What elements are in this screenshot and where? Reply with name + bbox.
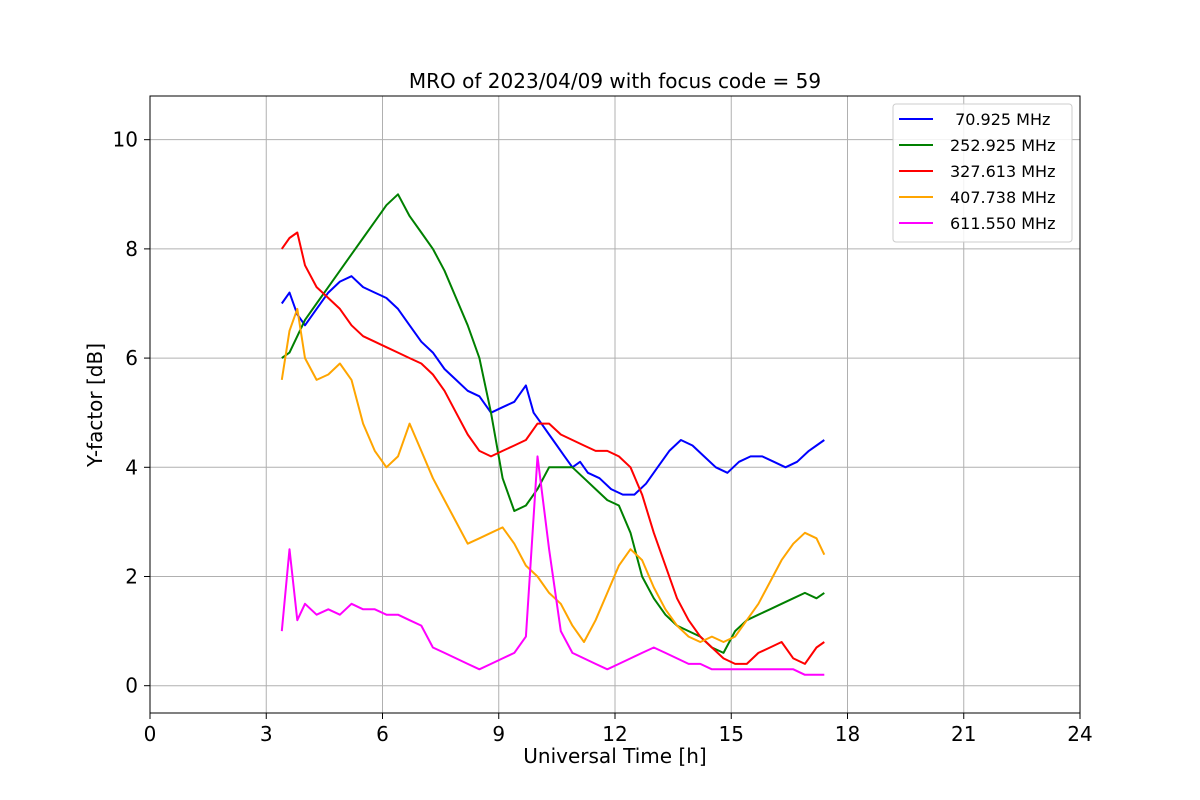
x-tick-label: 0 [144, 722, 157, 746]
legend-label: 327.613 MHz [950, 162, 1055, 181]
x-tick-label: 12 [602, 722, 627, 746]
series-line-2 [281, 193, 825, 654]
x-tick-label: 9 [492, 722, 505, 746]
legend-box [892, 103, 1073, 243]
y-tick-label: 2 [125, 564, 138, 588]
x-tick-label: 6 [376, 722, 389, 746]
series-line-5 [280, 455, 825, 676]
series-line-4 [280, 307, 826, 643]
y-tick-label: 8 [125, 237, 138, 261]
x-axis: 0 3 6 9 12 15 18 21 24 [144, 713, 1093, 746]
legend-label: 407.738 MHz [950, 188, 1055, 207]
legend-label: 252.925 MHz [950, 136, 1055, 155]
x-axis-label: Universal Time [h] [523, 744, 706, 768]
series-line-1 [280, 275, 825, 496]
y-axis: 0 2 4 6 8 10 [113, 128, 150, 698]
legend: 70.925 MHz 252.925 MHz 327.613 MHz 407.738 … [892, 103, 1073, 243]
y-tick-label: 10 [113, 128, 138, 152]
x-tick-label: 15 [719, 722, 744, 746]
chart-title: MRO of 2023/04/09 with focus code = 59 [409, 69, 821, 93]
y-axis-label: Y-factor [dB] [83, 343, 107, 468]
x-tick-label: 21 [951, 722, 976, 746]
x-tick-label: 3 [260, 722, 273, 746]
y-tick-label: 4 [125, 455, 138, 479]
legend-label: 70.925 MHz [950, 110, 1050, 129]
series-layer [280, 193, 826, 676]
legend-label: 611.550 MHz [950, 214, 1055, 233]
y-tick-label: 0 [125, 674, 138, 698]
x-tick-label: 24 [1067, 722, 1092, 746]
x-tick-label: 18 [835, 722, 860, 746]
series-line-3 [280, 231, 825, 665]
y-tick-label: 6 [125, 346, 138, 370]
